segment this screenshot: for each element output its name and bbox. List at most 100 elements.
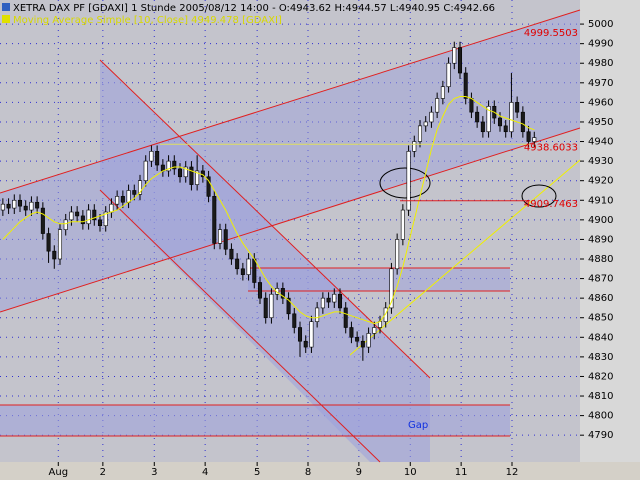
y-tick-label: 4910 — [588, 195, 613, 206]
candle-body — [337, 293, 343, 309]
candle-body — [269, 293, 274, 319]
legend-entry: Moving Average Simple [10, Close] 4949.4… — [13, 15, 282, 26]
y-tick-label: 4900 — [588, 215, 613, 226]
candle-body — [412, 141, 417, 152]
candle-body — [446, 62, 451, 88]
y-tick-label: 4820 — [588, 371, 613, 382]
candle-body — [349, 327, 354, 338]
y-tick-label: 4970 — [588, 78, 613, 89]
x-tick-label: 12 — [506, 467, 519, 478]
candle-body — [275, 288, 280, 295]
price-label: 4999.5503 — [524, 28, 578, 39]
moving-average-line — [2, 96, 535, 325]
candle-body — [246, 258, 251, 275]
candle-body — [120, 196, 125, 203]
channel-line — [0, 127, 581, 313]
candle-body — [183, 166, 188, 178]
candle-body — [406, 151, 411, 211]
candle-body — [343, 307, 348, 328]
price-label: 4938.6033 — [524, 142, 578, 153]
candle-body — [389, 268, 394, 309]
plot-area — [0, 0, 580, 462]
candle-body — [52, 250, 57, 260]
candle-body — [143, 160, 148, 181]
candle-body — [0, 203, 5, 211]
channel-line — [0, 9, 581, 194]
candle-body — [177, 168, 183, 178]
zone — [248, 268, 510, 291]
candle-body — [320, 297, 325, 309]
y-tick-label: 4990 — [588, 39, 613, 50]
y-tick-label: 4790 — [588, 430, 613, 441]
candle-body — [309, 321, 314, 348]
highlight-ellipse — [379, 167, 431, 199]
candle-body — [292, 313, 297, 328]
candle-body — [257, 282, 263, 299]
candle-body — [515, 102, 520, 113]
y-tick-label: 4930 — [588, 156, 613, 167]
candle-body — [109, 203, 114, 213]
y-tick-label: 5000 — [588, 19, 613, 30]
highlight-ellipse — [521, 184, 557, 208]
candle-body — [189, 166, 194, 185]
candle-body — [497, 117, 503, 127]
candle-body — [12, 199, 17, 209]
price-label: 4909.7463 — [524, 199, 578, 210]
candle-body — [17, 199, 23, 207]
candle-body — [532, 137, 537, 142]
x-tick-label: 2 — [100, 467, 106, 478]
candle-body — [366, 333, 371, 348]
y-tick-label: 4960 — [588, 97, 613, 108]
candle-body — [395, 239, 400, 270]
candle-body — [360, 340, 365, 348]
candle-body — [400, 209, 405, 240]
candle-body — [520, 111, 525, 133]
x-tick-label: 3 — [151, 467, 157, 478]
candle-body — [480, 121, 485, 133]
candle-body — [149, 151, 154, 162]
y-tick-label: 4840 — [588, 332, 613, 343]
x-tick-label: 10 — [404, 467, 417, 478]
marks — [0, 41, 537, 361]
candle-body — [286, 297, 291, 315]
gap-zone — [0, 405, 510, 436]
candle-body — [326, 297, 331, 303]
candle-body — [355, 336, 360, 342]
labels: 4790480048104820483048404850486048704880… — [49, 19, 614, 478]
x-tick-label: 5 — [254, 467, 260, 478]
candle-body — [417, 125, 423, 142]
y-tick-label: 4830 — [588, 352, 613, 363]
candle-body — [155, 151, 160, 166]
candle-body — [115, 196, 120, 205]
channel-line — [99, 189, 381, 463]
y-tick-label: 4800 — [588, 411, 613, 422]
x-tick-label: Aug — [49, 467, 69, 478]
y-tick-label: 4880 — [588, 254, 613, 265]
trend-line — [349, 159, 581, 356]
candle-body — [463, 72, 468, 99]
y-tick-label: 4950 — [588, 117, 613, 128]
candle-body — [92, 209, 97, 221]
candle-body — [57, 229, 63, 260]
y-tick-label: 4810 — [588, 391, 613, 402]
annotation: Gap — [408, 420, 428, 431]
candle-body — [172, 160, 177, 170]
candle-body — [29, 201, 34, 211]
candle-body — [40, 207, 45, 234]
y-tick-label: 4860 — [588, 293, 613, 304]
candle-body — [372, 327, 377, 334]
candle-body — [46, 233, 51, 252]
candle-body — [240, 268, 245, 275]
candle-body — [435, 98, 440, 113]
chart-title: XETRA DAX PF [GDAXI] 1 Stunde 2005/08/12… — [13, 3, 495, 14]
icon — [2, 15, 10, 23]
x-tick-label: 9 — [356, 467, 362, 478]
candle-body — [86, 209, 91, 225]
candle-body — [303, 340, 308, 348]
candle-body — [97, 219, 103, 227]
candle-body — [35, 201, 40, 209]
channel-line — [99, 59, 431, 379]
candle-body — [103, 211, 108, 227]
